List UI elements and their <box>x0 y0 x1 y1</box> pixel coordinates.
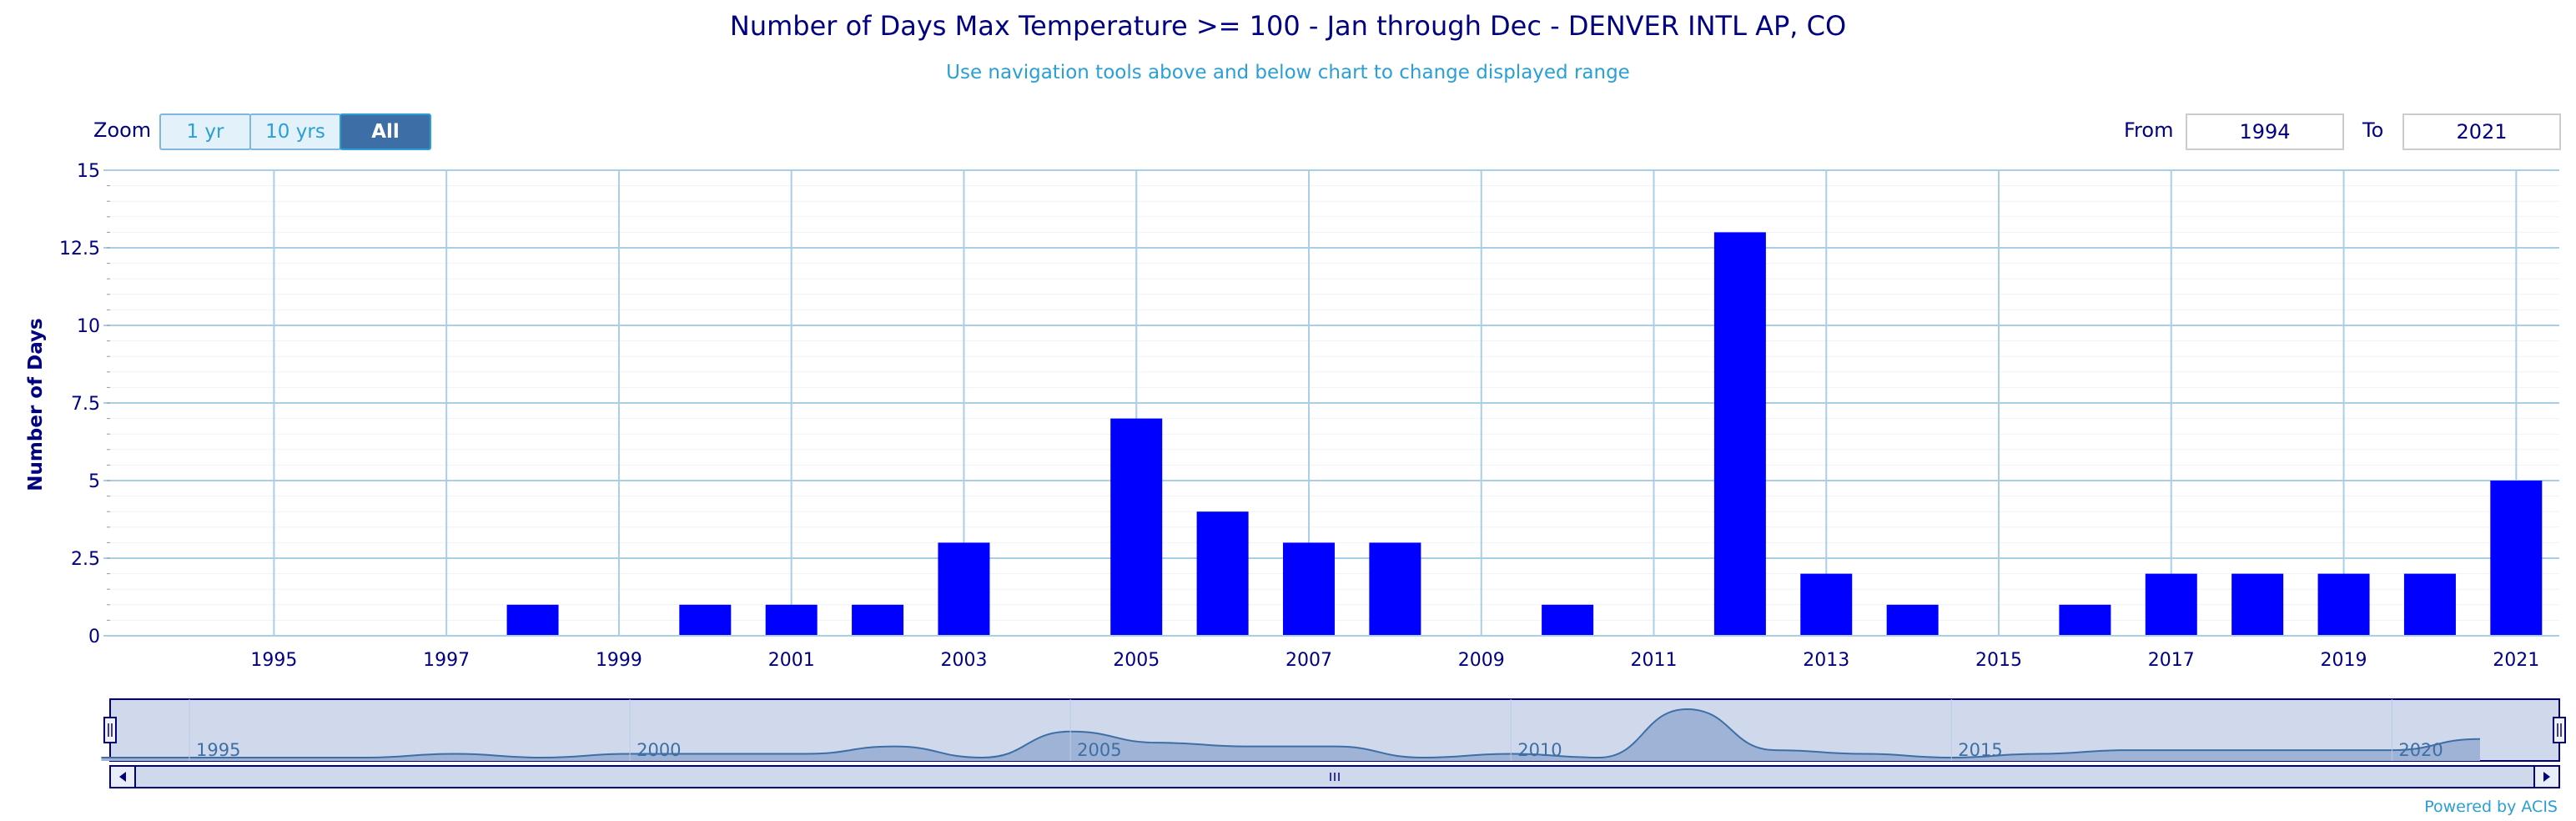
navigator-left-handle[interactable] <box>103 717 117 743</box>
bar-2001 <box>765 604 818 636</box>
arrow-left-icon <box>119 772 126 782</box>
bar-1998 <box>506 604 559 636</box>
x-tick-label: 2009 <box>1458 650 1505 671</box>
y-tick-label: 12.5 <box>59 239 100 259</box>
bar-2000 <box>679 604 732 636</box>
navigator-tick-label: 2015 <box>1958 740 2002 760</box>
powered-by-link[interactable]: Powered by ACIS <box>2424 798 2558 816</box>
scrollbar-right-button[interactable] <box>2533 765 2560 788</box>
zoom-all-button[interactable]: All <box>340 113 431 150</box>
x-tick-label: 2013 <box>1803 650 1849 671</box>
from-label: From <box>2124 118 2174 142</box>
bar-2016 <box>2059 604 2111 636</box>
x-tick-label: 2001 <box>768 650 815 671</box>
navigator-line <box>101 708 2480 759</box>
to-input[interactable]: 2021 <box>2402 113 2561 150</box>
chart-subtitle: Use navigation tools above and below cha… <box>946 62 1630 83</box>
bar-2014 <box>1886 604 1939 636</box>
arrow-right-icon <box>2543 772 2550 782</box>
bar-2013 <box>1800 573 1853 636</box>
navigator-right-handle[interactable] <box>2553 717 2566 743</box>
axis-layer: 0 2.5 5 7.5 10 12.5 15 1995 1997 1999 2001 2003 2005… <box>59 161 2559 671</box>
bar-2010 <box>1542 604 1594 636</box>
x-tick-label: 1999 <box>596 650 642 671</box>
navigator-area <box>101 709 2480 761</box>
x-tick-label: 2017 <box>2148 650 2195 671</box>
x-tick-label: 2005 <box>1113 650 1160 671</box>
bar-2019 <box>2317 573 2370 636</box>
bar-2021 <box>2490 481 2543 636</box>
x-tick-label: 2003 <box>940 650 987 671</box>
bar-2006 <box>1196 511 1249 636</box>
bar-2008 <box>1369 542 1421 636</box>
navigator-tick-label: 1995 <box>196 740 240 760</box>
x-tick-label: 2021 <box>2493 650 2539 671</box>
x-tick-label: 2019 <box>2321 650 2367 671</box>
zoom-10yrs-button[interactable]: 10 yrs <box>249 113 341 150</box>
bar-2018 <box>2231 573 2284 636</box>
navigator[interactable]: 1995 2000 2005 2010 2015 2020 <box>101 698 2566 788</box>
y-tick-label: 15 <box>77 161 100 182</box>
bar-2020 <box>2403 573 2456 636</box>
to-label: To <box>2362 118 2384 142</box>
navigator-tick-label: 2020 <box>2398 740 2443 760</box>
from-input[interactable]: 1994 <box>2186 113 2344 150</box>
y-axis-title: Number of Days <box>25 318 47 491</box>
bar-2017 <box>2145 573 2197 636</box>
y-tick-label: 10 <box>77 316 100 337</box>
bar-2002 <box>852 604 904 636</box>
y-tick-label: 0 <box>88 627 100 647</box>
grid-layer <box>110 169 2559 637</box>
bar-2005 <box>1110 418 1163 636</box>
zoom-label: Zoom <box>93 118 152 142</box>
navigator-tick-label: 2000 <box>636 740 681 760</box>
y-tick-label: 7.5 <box>71 394 100 415</box>
x-tick-label: 2015 <box>1975 650 2022 671</box>
bar-layer <box>506 232 2543 636</box>
chart-title: Number of Days Max Temperature >= 100 - … <box>729 10 1847 42</box>
x-tick-label: 2011 <box>1631 650 1678 671</box>
y-tick-label: 2.5 <box>71 549 100 570</box>
y-tick-label: 5 <box>88 471 100 492</box>
bar-2003 <box>938 542 990 636</box>
x-tick-label: 1997 <box>423 650 470 671</box>
bar-2012 <box>1713 232 1766 636</box>
x-tick-label: 1995 <box>250 650 297 671</box>
navigator-tick-label: 2010 <box>1517 740 1562 760</box>
bar-2007 <box>1282 542 1335 636</box>
navigator-tick-label: 2005 <box>1077 740 1121 760</box>
x-tick-label: 2007 <box>1285 650 1332 671</box>
